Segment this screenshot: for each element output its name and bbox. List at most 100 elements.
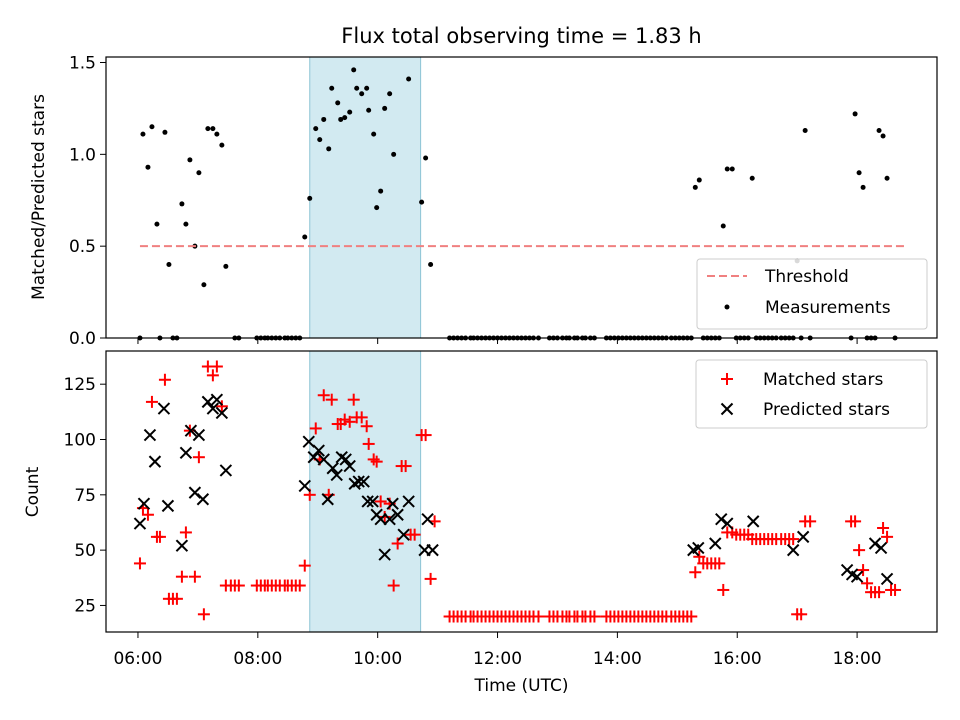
matched-star-point [153,530,166,543]
matched-star-point [355,411,368,424]
predicted-star-point [715,512,728,526]
legend-predicted-swatch [720,402,734,416]
predicted-star-point-b [219,464,233,477]
matched-star-point [424,572,437,585]
predicted-star-point-b [330,468,343,482]
bottom-legend-box [695,359,928,429]
predicted-star-point [366,495,379,508]
matched-star-point [387,579,400,592]
predicted-star-point-b [352,475,365,488]
predicted-star-point-b [339,453,352,466]
predicted-star-point-b [302,435,315,448]
matched-star-point [804,515,817,528]
measurement-point [374,205,380,211]
matched-star-point [298,559,311,572]
measurement-point [880,133,886,139]
predicted-star-point [357,475,370,488]
matched-star-point [170,592,183,605]
measurement-point [720,223,726,229]
measurement-point [428,262,434,268]
predicted-star-point [374,512,387,526]
matched-star-point [689,566,702,579]
matched-star-point [360,420,373,433]
predicted-star-point-b [421,512,434,526]
matched-star-point [158,373,171,386]
predicted-star-point [383,512,396,526]
predicted-star-point-b [343,459,356,473]
predicted-star-point-b [868,537,882,550]
legend-cross-mark-b [720,402,734,416]
matched-star-point [232,579,245,592]
matched-star-point [215,400,228,413]
predicted-star-point-b [298,479,311,493]
matched-star-point [408,528,421,541]
predicted-star-point-b [133,517,147,530]
predicted-star-point [880,572,894,586]
predicted-star-point-b [721,517,734,530]
predicted-star-point [133,517,147,530]
x-tick-label: 10:00 [353,649,402,669]
predicted-star-point-b [175,539,189,552]
measurement-point [351,67,357,73]
predicted-star-point-b [157,402,171,415]
matched-star-point [317,389,330,402]
predicted-star-point [796,530,810,544]
chart-title: Flux total observing time = 1.83 h [341,24,701,48]
matched-star-point [877,522,890,535]
matched-star-point [192,451,205,464]
measurement-point [354,85,360,91]
predicted-star-point [402,495,415,508]
predicted-star-point [219,464,233,477]
measurement-point [423,155,429,161]
matched-star-point [206,369,219,382]
predicted-star-point-b [326,462,339,475]
predicted-star-point [868,537,882,550]
predicted-star-point-b [402,495,415,508]
shaded-interval-bottom [309,350,422,633]
predicted-star-point [307,450,320,464]
measurement-point [342,115,348,121]
matched-star-point [325,393,338,406]
legend-matched-swatch [721,373,733,385]
predicted-star-point-b [161,499,175,513]
matched-star-point [693,550,706,563]
measurement-point [692,184,698,190]
measurement-point [391,151,397,157]
x-axis-label: Time (UTC) [474,676,569,696]
x-tick-label: 06:00 [113,649,162,669]
predicted-star-point-b [143,428,157,442]
measurement-point [214,131,220,137]
x-tick-label: 18:00 [833,649,882,669]
predicted-star-point [352,475,365,488]
measurement-point [729,166,735,172]
bottom-y-axis-label: Count [23,466,43,517]
predicted-star-point-b [215,406,229,420]
shaded-interval-top [309,56,422,339]
predicted-star-point-b [196,493,210,506]
measurement-point [696,177,702,183]
predicted-star-point-b [201,395,215,409]
predicted-star-point-b [148,455,162,468]
y-tick-label: 125 [64,375,96,395]
y-tick-label: 50 [74,541,96,561]
measurement-point [140,131,146,137]
matched-star-point [197,608,210,621]
predicted-star-point-b [715,512,728,526]
matched-star-point [145,395,158,408]
legend-plus-mark [721,373,733,385]
measurement-point [406,76,412,82]
x-tick-label: 16:00 [713,649,762,669]
measurement-point [359,91,365,97]
measurement-point [371,131,377,137]
bottom-y-axis: 25 50 75 100 125 [64,375,106,616]
predicted-star-point [302,435,315,448]
predicted-star-point-b [747,515,760,528]
predicted-star-point-b [874,541,888,555]
x-tick-label: 08:00 [233,649,282,669]
matched-star-point [362,437,375,450]
matched-star-point [175,570,188,583]
predicted-star-point [298,479,311,493]
measurement-point [856,170,862,176]
matched-star-point [881,530,894,543]
matched-star-point [849,515,862,528]
